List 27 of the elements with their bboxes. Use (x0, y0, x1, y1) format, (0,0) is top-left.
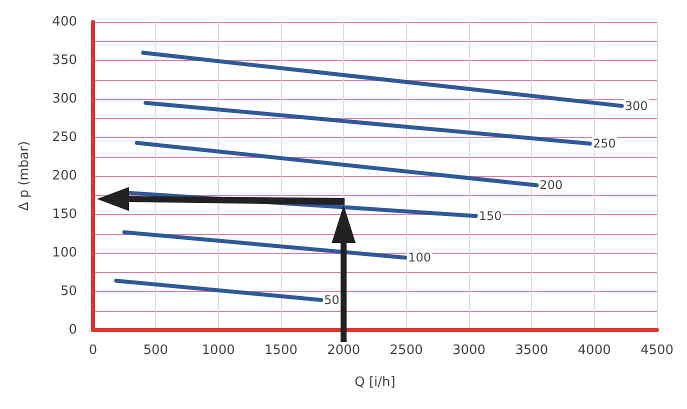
y-tick-label: 50 (60, 284, 77, 299)
y-tick-label: 0 (68, 322, 77, 338)
y-tick-label: 250 (52, 130, 77, 145)
x-axis-title: Q [i/h] (354, 375, 396, 390)
y-tick-label: 150 (52, 207, 77, 222)
x-tick-label: 2000 (327, 343, 360, 358)
y-axis-title: Δ p (mbar) (17, 141, 32, 211)
x-tick-label: 3000 (452, 343, 486, 358)
x-tick-label: 1000 (202, 343, 235, 358)
x-tick-label: 2500 (390, 343, 423, 358)
y-tick-label: 350 (52, 53, 77, 68)
x-tick-label: 3500 (515, 343, 548, 358)
x-tick-label: 4500 (640, 343, 674, 358)
x-tick-label: 500 (143, 343, 168, 358)
x-tick-label: 0 (88, 343, 98, 358)
x-tick-label: 4000 (578, 343, 611, 358)
series-label: 50 (324, 292, 340, 307)
y-tick-label: 300 (52, 92, 77, 106)
x-tick-label: 1500 (264, 343, 298, 358)
series-label: 300 (624, 98, 648, 113)
series-label: 100 (408, 250, 431, 265)
y-tick-label: 400 (52, 14, 77, 30)
y-tick-label: 100 (52, 246, 77, 260)
series-label: 150 (478, 209, 502, 224)
y-tick-label: 200 (52, 168, 77, 184)
series-label: 200 (540, 178, 563, 192)
series-label: 250 (592, 136, 616, 151)
